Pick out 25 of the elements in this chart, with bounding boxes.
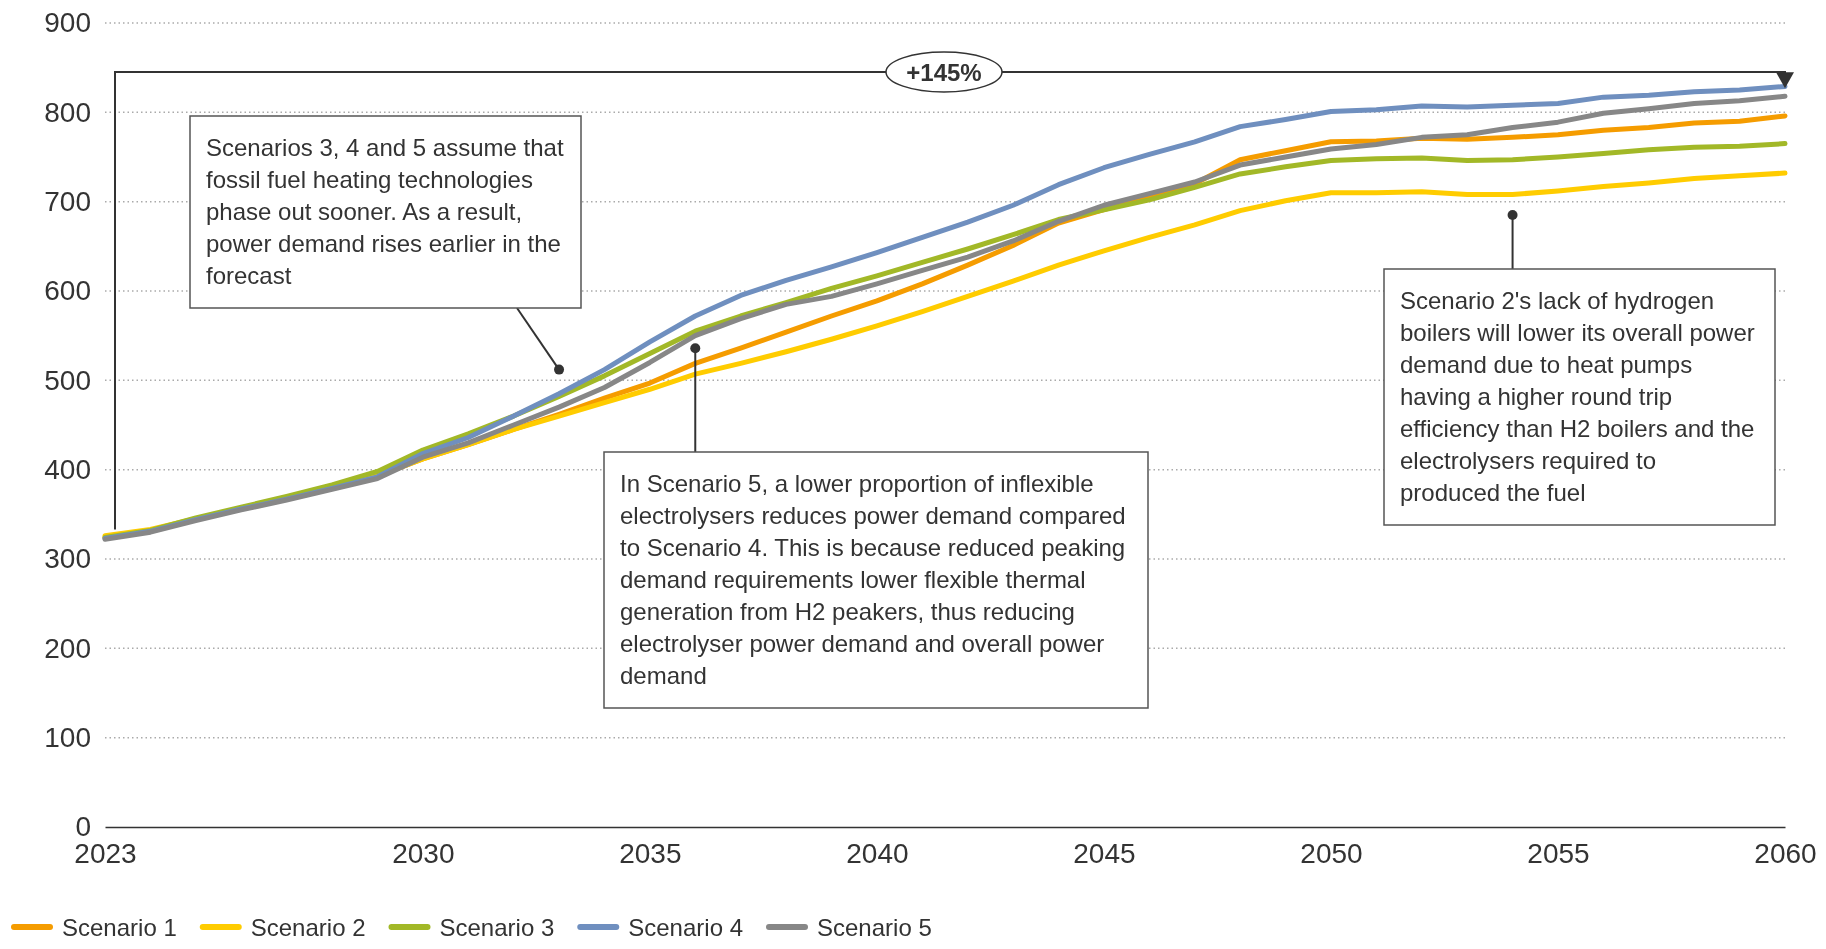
annotation: Scenarios 3, 4 and 5 assume that fossil fuel heating technologies phase out sooner. As a result, power demand rises earlier in the forecast	[206, 134, 564, 289]
y-tick-label: 400	[44, 454, 91, 486]
annotation: +145%	[906, 59, 982, 86]
legend-label: Scenario 5	[817, 914, 932, 941]
legend-label: Scenario 4	[628, 914, 743, 941]
legend-label: Scenario 3	[439, 914, 555, 941]
y-tick-label: 500	[44, 364, 91, 396]
y-tick-label: 200	[44, 632, 91, 664]
y-tick-label: 100	[44, 722, 91, 754]
annotation: In Scenario 5, a lower proportion of inflexible electrolysers reduces power demand compared to Scenario 4. This is because reduced peaking demand requirements lower flexible thermal generation from H2 peakers, thus reducing electrolyser power demand and overall power demand	[620, 470, 1126, 689]
legend-label: Scenario 2	[250, 914, 366, 941]
annotation: Scenario 2's lack of hydrogen boilers will lower its overall power demand due to heat pumps having a higher round trip efficiency than H2 boilers and the electrolysers required to produced the fuel	[1400, 287, 1755, 506]
y-tick-label: 300	[44, 543, 91, 575]
y-tick-label: 900	[44, 7, 91, 39]
y-tick-label: 700	[44, 186, 91, 218]
x-tick-label: 2055	[1527, 837, 1590, 869]
x-tick-label: 2045	[1073, 837, 1136, 869]
y-tick-label: 600	[44, 275, 91, 307]
x-tick-label: 2030	[392, 837, 455, 869]
x-tick-label: 2060	[1754, 837, 1817, 869]
x-tick-label: 2050	[1300, 837, 1363, 869]
y-tick-label: 800	[44, 96, 91, 128]
x-tick-label: 2040	[846, 837, 909, 869]
x-tick-label: 2035	[619, 837, 682, 869]
legend-label: Scenario 1	[62, 914, 177, 941]
